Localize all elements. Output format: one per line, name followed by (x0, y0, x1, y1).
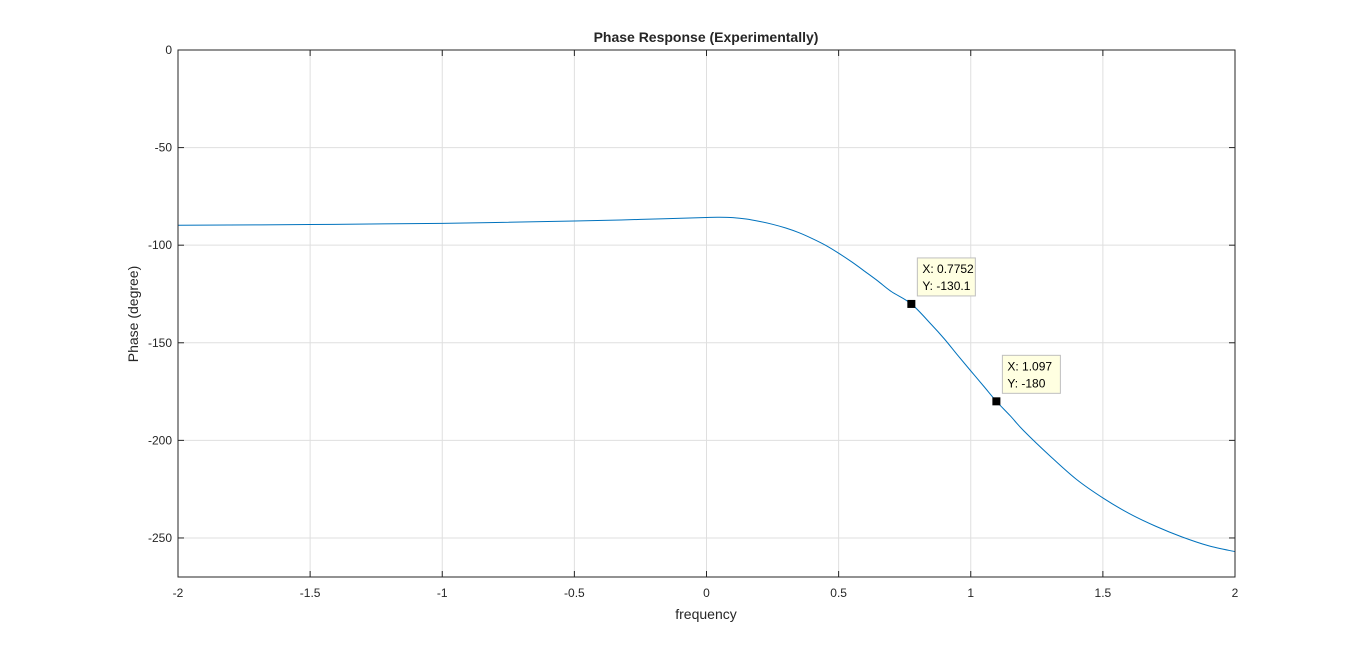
datatip[interactable]: X: 1.097 Y: -180 (992, 354, 1061, 406)
x-tick-label: 0 (703, 586, 710, 600)
y-tick-label: -250 (148, 531, 172, 545)
y-tick-label: -100 (148, 238, 172, 252)
datatip-box (916, 257, 976, 297)
phase-series-line (177, 216, 1236, 553)
x-tick-label: -1.5 (300, 586, 321, 600)
plot-lines (177, 216, 1236, 553)
datatip-marker[interactable] (907, 299, 916, 308)
y-tick-label: -150 (148, 336, 172, 350)
datatips: X: 0.7752 Y: -130.1 X: 1.097 Y: -180 (907, 257, 1061, 406)
y-tick-label: -200 (148, 433, 172, 447)
datatip-y-text: Y: -130.1 (922, 279, 970, 293)
x-axis-label: frequency (675, 606, 736, 622)
datatip[interactable]: X: 0.7752 Y: -130.1 (907, 257, 976, 308)
y-tick-label: -50 (155, 141, 173, 155)
x-tick-label: -2 (173, 586, 184, 600)
datatip-marker[interactable] (992, 397, 1001, 406)
x-tick-label: -0.5 (564, 586, 585, 600)
x-tick-label: -1 (437, 586, 448, 600)
datatip-x-text: X: 1.097 (1007, 359, 1052, 373)
x-tick-label: 2 (1232, 586, 1239, 600)
x-tick-label: 0.5 (830, 586, 847, 600)
y-tick-label: 0 (165, 43, 172, 57)
y-axis-label: Phase (degree) (125, 266, 141, 363)
x-tick-label: 1 (967, 586, 974, 600)
datatip-y-text: Y: -180 (1007, 376, 1045, 390)
x-tick-label: 1.5 (1095, 586, 1112, 600)
datatip-box (1001, 354, 1061, 394)
chart-title: Phase Response (Experimentally) (594, 29, 819, 45)
grid-lines (177, 49, 1236, 577)
axis-ticks: -2 -1.5 -1 -0.5 0 0.5 1 1.5 2 0 -50 -100 -150 -200 -25… (148, 43, 1239, 600)
datatip-x-text: X: 0.7752 (922, 262, 974, 276)
